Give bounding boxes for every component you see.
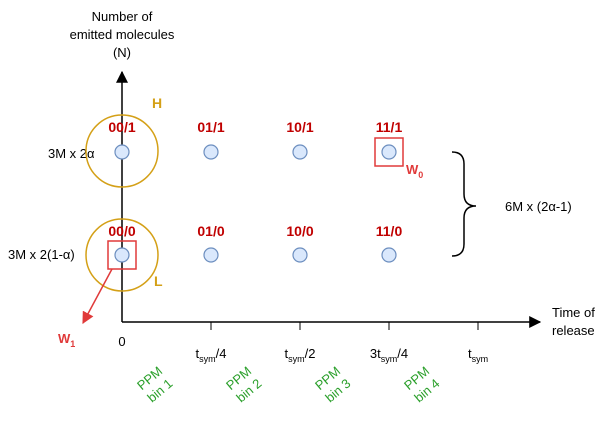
tick-label-2: tsym/2	[285, 346, 316, 364]
high-level-circle	[85, 114, 159, 188]
low-level-circle	[85, 218, 159, 292]
y-axis-label-line-2: emitted molecules	[70, 27, 175, 42]
top-dot-4	[381, 144, 397, 160]
origin-label: 0	[118, 334, 125, 349]
y-axis-label-line-1: Number of	[92, 9, 153, 24]
w1-arrow	[82, 268, 113, 325]
bottom-dot-2	[203, 247, 219, 263]
top-code-1: 00/1	[108, 119, 135, 135]
top-code-4: 11/1	[376, 119, 403, 135]
x-axis-label-line-2: release	[552, 323, 595, 338]
tick-label-4: tsym	[468, 346, 488, 364]
top-dot-1	[114, 144, 130, 160]
ppm-bin-4: PPM bin 4	[401, 363, 443, 405]
top-dot-2	[203, 144, 219, 160]
tick-label-1: tsym/4	[196, 346, 227, 364]
bottom-code-2: 01/0	[197, 223, 224, 239]
high-level-label: H	[152, 95, 162, 111]
curly-brace	[451, 151, 477, 257]
ppm-bin-3: PPM bin 3	[312, 363, 354, 405]
w0-highlight-box	[374, 137, 404, 167]
ppm-bin-1: PPM bin 1	[134, 363, 176, 405]
y-axis-label-line-3: (N)	[113, 45, 131, 60]
ppm-bin-2: PPM bin 2	[223, 363, 265, 405]
w1-highlight-box	[107, 240, 137, 270]
low-level-label: L	[154, 273, 163, 289]
top-code-3: 10/1	[286, 119, 313, 135]
w1-label: W1	[58, 331, 75, 349]
bottom-code-4: 11/0	[376, 223, 403, 239]
bottom-dot-4	[381, 247, 397, 263]
bottom-dot-1	[114, 247, 130, 263]
bottom-code-1: 00/0	[108, 223, 135, 239]
w0-label: W0	[406, 162, 423, 180]
row-label-bottom: 3M x 2(1-α)	[8, 247, 75, 262]
brace-label: 6M x (2α-1)	[505, 199, 572, 214]
top-code-2: 01/1	[197, 119, 224, 135]
tick-label-3: 3tsym/4	[370, 346, 408, 364]
bottom-dot-3	[292, 247, 308, 263]
top-dot-3	[292, 144, 308, 160]
bottom-code-3: 10/0	[286, 223, 313, 239]
row-label-top: 3M x 2α	[48, 146, 95, 161]
x-axis-label-line-1: Time of	[552, 305, 595, 320]
